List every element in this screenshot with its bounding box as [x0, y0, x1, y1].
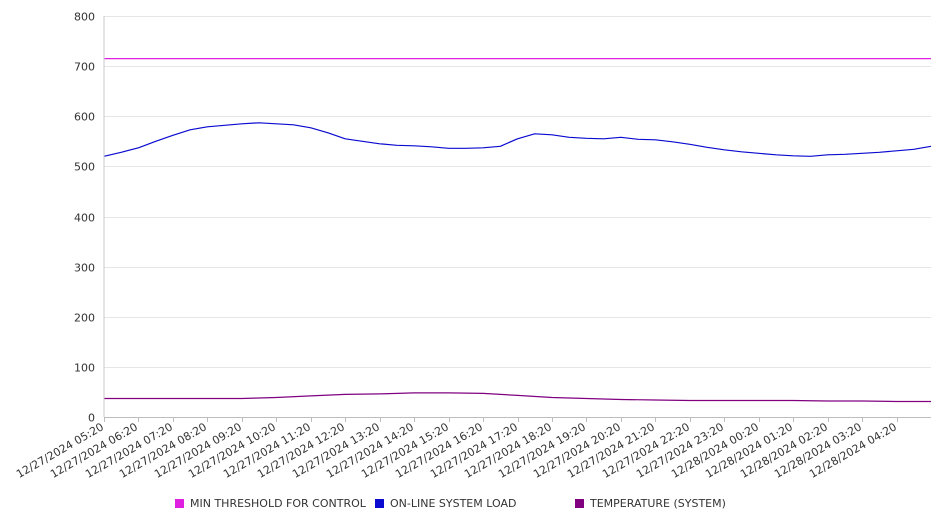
y-tick-label: 100: [74, 362, 95, 375]
series-line-temperature: [104, 392, 931, 403]
legend-label-temperature: TEMPERATURE (SYSTEM): [590, 497, 726, 510]
legend-item-min-threshold[interactable]: MIN THRESHOLD FOR CONTROL: [175, 497, 366, 510]
legend-swatch-system-load: [375, 499, 384, 508]
legend-item-temperature[interactable]: TEMPERATURE (SYSTEM): [575, 497, 726, 510]
legend-label-min-threshold: MIN THRESHOLD FOR CONTROL: [190, 497, 366, 510]
series-line-system-load: [103, 122, 932, 157]
y-tick-label: 600: [74, 111, 95, 124]
y-axis-ticks: 0 100 200 300 400 500 600 700 800: [74, 11, 95, 425]
y-tick-label: 300: [74, 262, 95, 275]
legend-swatch-temperature: [575, 499, 584, 508]
y-tick-label: 700: [74, 61, 95, 74]
y-tick-label: 500: [74, 161, 95, 174]
legend-item-system-load[interactable]: ON-LINE SYSTEM LOAD: [375, 497, 516, 510]
y-tick-label: 400: [74, 212, 95, 225]
y-tick-label: 200: [74, 312, 95, 325]
legend: MIN THRESHOLD FOR CONTROL ON-LINE SYSTEM…: [0, 497, 946, 517]
legend-swatch-min-threshold: [175, 499, 184, 508]
y-tick-label: 0: [88, 412, 95, 425]
legend-label-system-load: ON-LINE SYSTEM LOAD: [390, 497, 517, 510]
y-gridlines: [104, 16, 931, 368]
y-tick-label: 800: [74, 11, 95, 24]
series-lines: [103, 57, 932, 403]
